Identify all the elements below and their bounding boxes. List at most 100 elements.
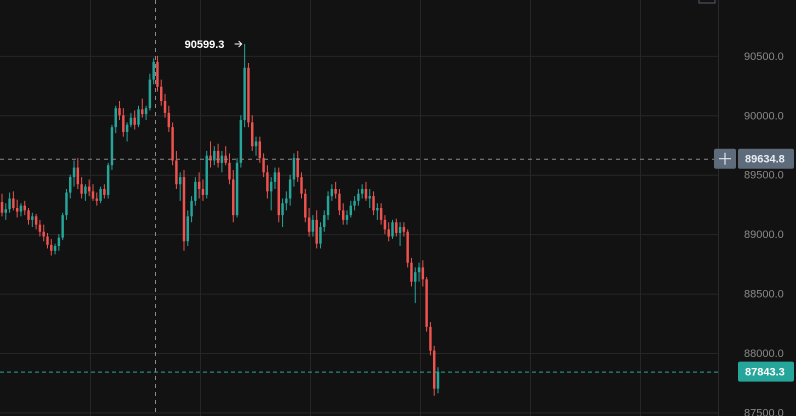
candle [379,203,383,225]
candle [186,210,190,247]
candle-body [395,222,398,233]
candle [258,136,262,163]
candle-body [213,150,216,161]
candle-body [38,224,42,232]
candle-body [84,186,87,194]
candle-body [228,162,231,180]
candle [281,198,284,228]
candle-body [34,216,38,225]
candle [19,203,23,217]
crosshair-price-badge-bg [738,148,794,169]
candle-body [383,219,387,230]
candle-body [160,86,163,102]
candle [250,115,254,151]
candle-body [152,61,155,80]
candle-body [266,172,269,192]
candle [345,210,349,225]
candle [387,222,390,242]
candle-body [391,222,394,237]
crosshair-plus-icon[interactable] [719,152,731,165]
candle-body [372,196,375,211]
candle-body [186,216,190,242]
candle-body [0,202,4,213]
candle [360,184,364,199]
candle [341,203,345,225]
candle [266,165,269,199]
guide-lines-layer [0,0,718,416]
chart-settings-box[interactable] [698,0,716,4]
candle-body [99,188,102,201]
candle [376,203,379,220]
candle [125,122,129,142]
chart-grid [0,0,718,416]
candle [57,234,61,251]
candle [243,44,246,128]
candle-body [178,177,182,185]
candle [156,55,159,92]
candle [436,367,440,394]
candle [232,169,235,223]
candle-body [250,122,254,147]
candle [15,199,19,218]
candle [307,208,311,237]
candle [190,196,193,223]
candle-body [46,236,49,245]
candle-body [368,196,371,199]
candle [421,260,425,287]
candle [311,215,315,237]
last-price-badge-bg [738,361,794,382]
candle [50,238,53,256]
candle-body [326,196,330,216]
candle [12,191,15,211]
candle [277,167,280,223]
candle [194,177,197,206]
candle [213,146,216,166]
candle [175,150,178,189]
candle [27,208,30,225]
price-axis-bg [718,0,796,416]
candle [209,141,212,168]
candle [152,58,155,85]
candle [304,188,307,223]
price-axis[interactable]: 90500.0 90000.0 89500.0 89000.0 88500.0 88000… [718,0,796,416]
candle-body [27,210,30,220]
candle-body [69,177,72,193]
candle-body [243,67,246,121]
candle [38,219,42,237]
candle-body [273,172,277,182]
candle [110,124,114,170]
candle [201,179,205,201]
candle-body [338,193,341,211]
candle [273,167,277,189]
candle-body [57,237,61,247]
candle-body [364,188,368,199]
candle [323,210,326,232]
candle-body [353,200,356,206]
high-price-label: 90599.3 [185,39,225,51]
candle-body [156,61,159,87]
candle [0,193,4,217]
candle-body [15,208,19,212]
candle [114,105,117,134]
candle [148,73,152,111]
candle [122,108,125,137]
candle [364,181,368,201]
candle [163,93,167,118]
candle-body [122,115,125,132]
candle-body [209,155,212,161]
candle [141,98,144,118]
candle [372,191,375,216]
candle [167,105,171,132]
candle [160,79,163,106]
candle [103,184,106,199]
candle [23,200,26,216]
candle-body [167,112,171,128]
candle [171,122,174,166]
candle-body [19,205,23,212]
candle [46,232,49,249]
candle-body [80,184,83,194]
candle [425,276,428,332]
candle [129,112,133,128]
